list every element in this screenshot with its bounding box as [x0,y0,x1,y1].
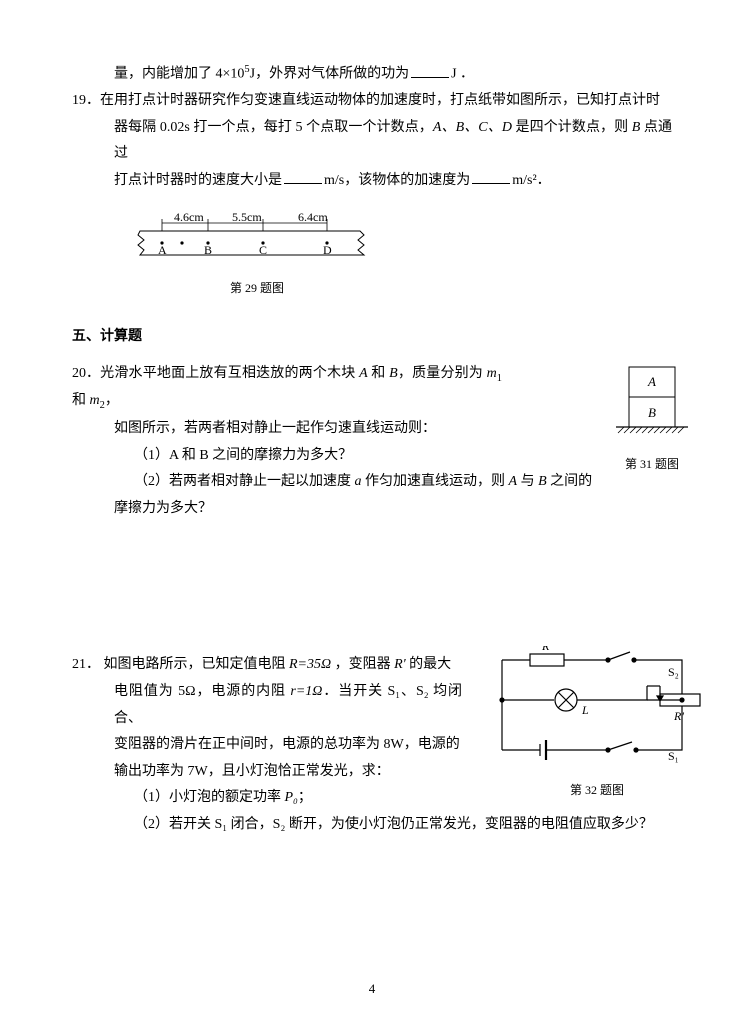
q18-fragment: 量，内能增加了 4×105J，外界对气体所做的功为J ． [72,60,672,88]
fig29-d3: 6.4cm [298,210,328,224]
q19-l1: 在用打点计时器研究作匀变速直线运动物体的加速度时，打点纸带如图所示，已知打点计时 [100,93,660,108]
fig29-D: D [323,243,332,257]
q20-p2d: 之间的 [547,474,593,489]
q20-part1: （1）A 和 B 之间的摩擦力为多大？ [72,443,502,470]
fig31-caption: 第 31 题图 [612,453,692,476]
q21-l1b: ，变阻器 [331,657,394,672]
q20-m2: m [90,393,100,408]
fig32-R: R [541,646,550,653]
q18-blank [411,64,449,78]
q21-l1a: 如图电路所示，已知定值电阻 [100,657,289,672]
q19-l2b: 是四个计数点，则 [512,120,632,135]
q21-l2a: 电阻值为 5Ω，电源的内阻 [114,684,290,699]
q20-m1: m [487,366,497,381]
q20-part2: （2）若两者相对静止一起以加速度 a 作匀加速直线运动，则 A 与 B 之间的 [72,469,672,496]
q20-l1a: 光滑水平地面上放有互相迭放的两个木块 [100,366,359,381]
q20-l1b: 和 [368,366,390,381]
q19-number: 19． [72,88,100,115]
fig31-svg: A B [612,361,692,441]
q19-blank1 [284,170,322,184]
fig31: A B 第 31 题图 [612,361,692,476]
fig29-C: C [259,243,267,257]
q21-number: 21． [72,652,100,679]
q19-line1: 19．在用打点计时器研究作匀变速直线运动物体的加速度时，打点纸带如图所示，已知打… [72,88,672,115]
fig31-B: B [648,405,656,420]
q21-r: r=1Ω [290,684,322,699]
q20-p2c: 与 [517,474,538,489]
q21-line3: 变阻器的滑片在正中间时，电源的总功率为 8W，电源的 [72,732,462,759]
fig29: 4.6cm 5.5cm 6.4cm A B C D 第 29 题图 [132,209,672,300]
fig32-L: L [581,703,589,717]
q20-m1sub: 1 [497,372,502,383]
fig29-B: B [204,243,212,257]
page-number: 4 [0,977,744,1002]
fig32-svg: R S₂ R' L S₁ [482,646,702,766]
q21-l1c: 的最大 [406,657,452,672]
q18-post: J，外界对气体所做的功为 [250,67,409,82]
q20-p2a: （2）若两者相对静止一起以加速度 [134,474,355,489]
fig32-Rp: R' [673,709,684,723]
q21-p1b: ； [298,790,312,805]
section5-title: 五、计算题 [72,324,672,351]
q19-line3: 打点计时器时的速度大小是 m/s，该物体的加速度为 m/s²． [72,168,672,195]
q20-line2: 如图所示，若两者相对静止一起作匀速直线运动则： [72,416,502,443]
q20-l1c: ，质量分别为 [398,366,487,381]
fig29-d1: 4.6cm [174,210,204,224]
q18-pre: 量，内能增加了 4×10 [114,67,244,82]
q20-number: 20． [72,361,100,388]
q20-line1: 20．光滑水平地面上放有互相迭放的两个木块 A 和 B，质量分别为 m1和 m2… [72,361,502,416]
q20-l1e: ， [105,393,119,408]
q21-p1a: （1）小灯泡的额定功率 [134,790,285,805]
q19-u1: m/s，该物体的加速度为 [324,173,470,188]
fig32-S1: S₁ [668,749,679,763]
q21-line4: 输出功率为 7W，且小灯泡恰正常发光，求： [72,759,462,786]
fig29-d2: 5.5cm [232,210,262,224]
q20-A2: A [509,474,518,489]
fig32: R S₂ R' L S₁ 第 32 题图 [482,646,702,801]
q19-u2: m/s²． [512,173,550,188]
q19-points: A、B、C、D [433,120,512,135]
dot-ab [180,241,183,244]
q20-B2: B [538,474,547,489]
q19-l3a: 打点计时器时的速度大小是 [114,173,282,188]
q21: 21． 如图电路所示，已知定值电阻 R=35Ω ，变阻器 R' 的最大 电阻值为… [72,652,672,838]
q21-line1: 21． 如图电路所示，已知定值电阻 R=35Ω ，变阻器 R' 的最大 [72,652,462,679]
q21-part2: （2）若开关 S₁ 闭合，S₂ 断开，为使小灯泡仍正常发光，变阻器的电阻值应取多… [72,812,672,839]
q21-Rp: R' [394,657,406,672]
q19-blank2 [472,170,510,184]
q20-p2b: 作匀加速直线运动，则 [362,474,509,489]
fig31-A: A [647,374,656,389]
q21-P0: P₀ [285,790,298,805]
q19-l2a: 器每隔 0.02s 打一个点，每打 5 个点取一个计数点， [114,120,433,135]
fig29-caption: 第 29 题图 [132,277,382,300]
q20-part3: 摩擦力为多大？ [72,496,672,523]
q20-A: A [359,366,368,381]
q20-l1d: 和 [72,393,90,408]
q18-unit: J ． [451,67,474,82]
q20: 20．光滑水平地面上放有互相迭放的两个木块 A 和 B，质量分别为 m1和 m2… [72,361,672,523]
q21-R: R=35Ω [289,657,331,672]
q20-B: B [389,366,398,381]
fig32-caption: 第 32 题图 [512,779,682,802]
fig32-S2: S₂ [668,665,679,679]
q20-a: a [355,474,362,489]
q19-line2: 器每隔 0.02s 打一个点，每打 5 个点取一个计数点，A、B、C、D 是四个… [72,115,672,168]
fig29-svg: 4.6cm 5.5cm 6.4cm A B C D [132,209,382,265]
fig31-hatch [618,427,684,433]
fig29-A: A [158,243,167,257]
q21-line2: 电阻值为 5Ω，电源的内阻 r=1Ω．当开关 S₁、S₂ 均闭合、 [72,679,462,732]
